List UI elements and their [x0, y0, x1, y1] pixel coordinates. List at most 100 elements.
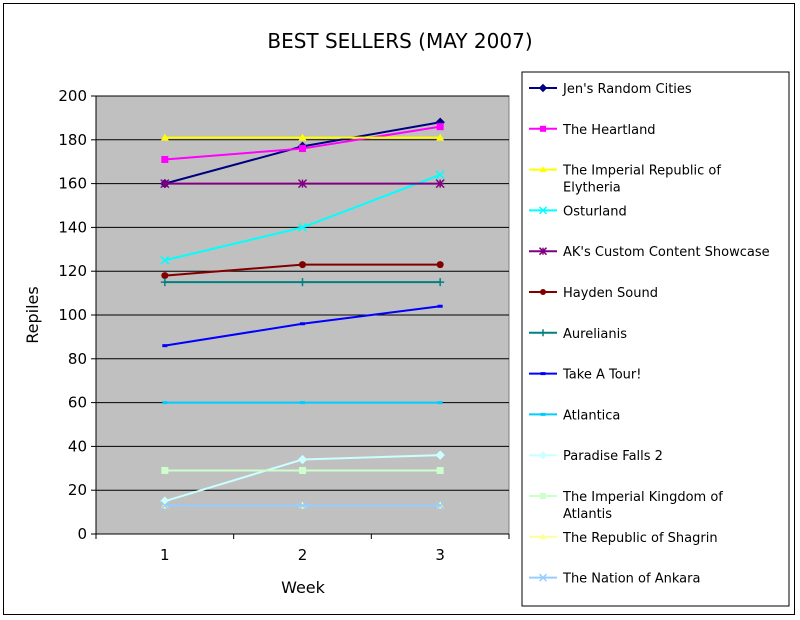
series — [161, 261, 444, 280]
x-axis: 1 2 3 — [95, 533, 510, 564]
data-point — [299, 145, 306, 153]
y-tick-label: 160 — [58, 175, 87, 193]
data-point — [538, 573, 548, 582]
data-point — [297, 500, 308, 511]
legend-item: The Imperial Republic of Elytheria — [529, 164, 721, 196]
legend-items: Jen's Random Cities The Heartland The Impe… — [529, 82, 770, 587]
legend-item: Osturland — [529, 204, 627, 219]
data-point — [298, 133, 307, 141]
legend-item: Aurelianis — [529, 327, 627, 342]
legend-label: Jen's Random Cities — [562, 82, 692, 97]
data-point — [436, 133, 445, 141]
data-point — [539, 329, 547, 337]
legend-label: AK's Custom Content Showcase — [563, 245, 770, 260]
data-point — [540, 493, 546, 499]
data-point — [539, 533, 547, 540]
legend-label: Atlantica — [563, 408, 620, 423]
legend-label: The Imperial Republic of Elytheria — [562, 164, 721, 196]
data-point — [297, 179, 308, 189]
data-point — [437, 304, 443, 308]
data-point — [161, 156, 169, 164]
y-axis: 0 20 40 60 80 100 120 140 160 180 200 — [58, 87, 97, 543]
data-point — [437, 401, 443, 405]
series-group — [160, 117, 445, 511]
legend-label: The Nation of Ankara — [562, 572, 700, 587]
legend-label: Osturland — [563, 204, 627, 219]
data-point — [297, 222, 308, 232]
legend-label: The Republic of Shagrin — [562, 531, 718, 546]
legend-item: Paradise Falls 2 — [529, 449, 663, 464]
data-point — [436, 466, 444, 474]
data-point — [540, 412, 546, 416]
series — [160, 179, 445, 189]
x-tick-label: 2 — [298, 546, 308, 564]
data-point — [539, 166, 547, 173]
data-point — [435, 450, 445, 460]
data-point — [297, 454, 308, 465]
data-point — [161, 466, 169, 474]
data-point — [298, 278, 307, 287]
data-point — [300, 322, 305, 326]
y-tick-label: 120 — [58, 262, 87, 280]
legend-label: Aurelianis — [563, 327, 627, 342]
data-point — [538, 83, 548, 93]
data-point — [538, 206, 548, 215]
y-tick-label: 0 — [77, 525, 87, 543]
legend-item: The Heartland — [529, 123, 656, 138]
legend-item: The Imperial Kingdom of Atlantis — [529, 490, 723, 522]
data-point — [436, 278, 445, 287]
legend-item: Atlantica — [529, 408, 620, 423]
data-point — [162, 401, 168, 405]
data-point — [435, 170, 445, 180]
series — [160, 133, 445, 141]
y-tick-label: 40 — [68, 437, 87, 455]
data-point — [538, 247, 548, 256]
data-point — [436, 123, 444, 131]
y-tick-label: 60 — [68, 394, 87, 412]
data-point — [540, 125, 546, 132]
y-tick-label: 80 — [68, 350, 87, 368]
series — [160, 500, 445, 511]
legend-item: Hayden Sound — [529, 286, 658, 301]
data-point — [162, 344, 168, 348]
legend — [521, 71, 790, 607]
legend-label: Paradise Falls 2 — [563, 449, 663, 464]
series — [161, 123, 444, 164]
legend-label: Take A Tour! — [562, 368, 641, 383]
data-point — [435, 179, 445, 189]
chart-title: BEST SELLERS (MAY 2007) — [267, 29, 532, 53]
y-tick-label: 20 — [68, 481, 87, 499]
data-point — [299, 466, 306, 474]
legend-label: The Imperial Kingdom of Atlantis — [562, 490, 723, 522]
data-point — [160, 500, 170, 511]
x-tick-label: 3 — [435, 546, 445, 564]
data-point — [160, 179, 170, 189]
y-axis-label: Repiles — [23, 286, 42, 343]
legend-item: Jen's Random Cities — [529, 82, 692, 97]
legend-item: The Republic of Shagrin — [529, 531, 718, 546]
series — [160, 170, 445, 265]
data-point — [435, 500, 445, 511]
y-tick-label: 180 — [58, 131, 87, 149]
data-point — [300, 401, 305, 405]
series — [162, 304, 443, 348]
x-tick-label: 1 — [160, 546, 170, 564]
data-point — [299, 261, 306, 269]
series — [160, 278, 445, 287]
data-point — [540, 289, 546, 295]
data-point — [436, 261, 444, 269]
legend-label: The Heartland — [562, 123, 656, 138]
legend-item: The Nation of Ankara — [529, 572, 700, 587]
series — [162, 401, 443, 405]
data-point — [540, 372, 546, 376]
legend-item: Take A Tour! — [529, 368, 641, 383]
data-point — [160, 255, 170, 265]
y-tick-label: 140 — [58, 218, 87, 236]
data-point — [161, 272, 169, 280]
data-point — [538, 450, 548, 460]
series — [161, 466, 444, 474]
y-tick-label: 100 — [58, 306, 87, 324]
data-point — [160, 278, 169, 287]
data-point — [160, 133, 169, 141]
